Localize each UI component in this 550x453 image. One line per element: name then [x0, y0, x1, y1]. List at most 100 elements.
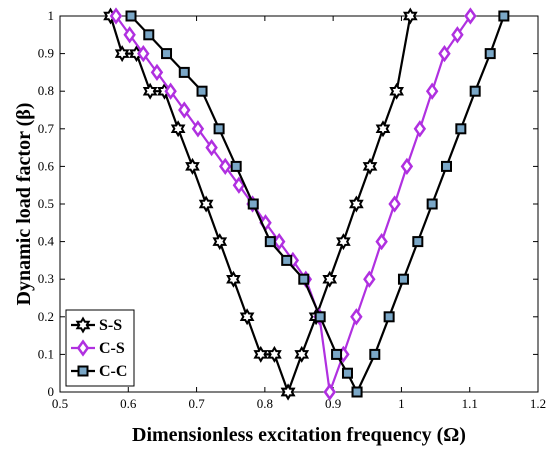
data-point-c-s	[272, 232, 286, 251]
x-tick-label: 1	[398, 396, 405, 411]
y-tick-label: 0.6	[38, 158, 55, 173]
data-point-c-c	[125, 10, 137, 22]
data-point-s-s	[185, 157, 200, 175]
data-point-c-s	[123, 26, 136, 44]
data-point-s-s	[114, 45, 130, 63]
data-point-c-s	[388, 195, 401, 213]
data-point-c-c	[383, 311, 395, 323]
data-point-c-c	[161, 48, 173, 60]
data-point-s-s	[198, 195, 214, 213]
data-point-s-s	[170, 120, 186, 138]
data-point-c-c	[230, 160, 242, 172]
data-point-c-s	[150, 63, 164, 82]
data-point-c-s	[438, 44, 451, 63]
data-point-c-c	[369, 348, 381, 360]
legend-label: C-C	[99, 363, 127, 380]
data-point-c-s	[451, 26, 464, 44]
data-point-c-c	[178, 66, 190, 78]
y-tick-label: 1	[48, 8, 55, 23]
data-point-c-c	[314, 311, 326, 323]
data-point-c-s	[164, 82, 177, 100]
series-line-s-s-right	[287, 15, 412, 393]
data-point-s-s	[267, 345, 282, 363]
data-point-c-s	[205, 138, 218, 157]
legend-marker	[77, 365, 89, 377]
data-point-s-s	[142, 82, 158, 100]
y-tick-label: 0.5	[38, 196, 54, 211]
data-point-c-s	[323, 383, 336, 401]
y-tick-label: 0.8	[38, 83, 54, 98]
data-point-c-c	[397, 273, 409, 285]
series-c-s	[109, 7, 477, 401]
ticks: 0.5 0.6 0.7 0.8 0.9 1 1.1 1.2 0 0.1 0.2 0.3 0.4 0.5 0.…	[38, 8, 546, 411]
legend-label: S-S	[99, 317, 122, 334]
data-point-s-s	[280, 383, 296, 401]
data-point-c-s	[137, 44, 150, 63]
data-point-s-s	[226, 270, 241, 288]
data-point-s-s	[253, 345, 269, 363]
y-tick-label: 0.1	[38, 346, 54, 361]
y-tick-label: 0.4	[38, 234, 55, 249]
data-point-s-s	[336, 233, 351, 251]
series-c-c	[125, 10, 510, 398]
data-point-s-s	[212, 233, 228, 251]
data-point-s-s	[375, 120, 391, 138]
data-point-c-s	[232, 176, 246, 194]
data-point-s-s	[294, 345, 310, 363]
data-point-s-s	[362, 157, 378, 175]
y-tick-label: 0	[48, 384, 55, 399]
y-tick-label: 0.3	[38, 271, 54, 286]
y-axis-title: Dynamic load factor (β)	[13, 103, 35, 306]
data-point-c-c	[264, 236, 276, 248]
data-point-c-s	[400, 157, 414, 176]
data-point-s-s	[389, 82, 405, 100]
data-point-s-s	[239, 308, 255, 326]
data-point-c-s	[178, 101, 191, 119]
x-tick-label: 0.6	[120, 396, 137, 411]
data-point-c-c	[247, 198, 259, 210]
legend: S-S C-S C-C	[65, 309, 135, 387]
legend-marker	[75, 316, 91, 334]
legend-marker	[76, 339, 90, 357]
data-point-c-s	[464, 7, 477, 25]
data-point-c-c	[341, 367, 353, 379]
data-point-c-c	[331, 348, 343, 360]
x-tick-label: 1.2	[530, 396, 546, 411]
data-point-c-c	[213, 123, 225, 135]
data-point-c-c	[298, 273, 310, 285]
data-point-c-c	[469, 85, 481, 97]
x-tick-label: 0.5	[52, 396, 68, 411]
data-point-c-c	[426, 198, 438, 210]
data-point-c-s	[191, 120, 205, 138]
data-point-c-c	[351, 386, 363, 398]
data-point-c-c	[498, 10, 510, 22]
data-point-c-s	[413, 120, 427, 138]
x-tick-label: 0.8	[257, 396, 273, 411]
data-point-c-s	[375, 232, 388, 251]
data-point-c-s	[350, 308, 363, 326]
data-point-c-c	[412, 236, 424, 248]
series-layer	[103, 7, 510, 401]
x-tick-label: 0.9	[325, 396, 341, 411]
data-point-c-c	[281, 254, 293, 266]
data-point-c-s	[425, 82, 439, 100]
data-point-c-s	[363, 270, 376, 288]
x-axis-title: Dimensionless excitation frequency (Ω)	[132, 424, 466, 446]
series-line-s-s-left	[109, 15, 290, 393]
data-point-c-c	[143, 29, 155, 41]
x-tick-label: 1.1	[462, 396, 478, 411]
plot-area	[59, 15, 539, 393]
x-tick-label: 0.7	[188, 396, 205, 411]
y-tick-label: 0.9	[38, 46, 54, 61]
legend-label: C-S	[99, 340, 125, 357]
data-point-c-c	[455, 123, 467, 135]
data-point-c-c	[440, 160, 452, 172]
data-point-c-s	[219, 157, 232, 176]
data-point-c-c	[484, 48, 496, 60]
data-point-s-s	[349, 195, 364, 213]
y-tick-label: 0.2	[38, 309, 54, 324]
data-point-s-s	[322, 270, 338, 288]
data-point-c-s	[109, 7, 123, 25]
y-tick-label: 0.7	[38, 121, 55, 136]
